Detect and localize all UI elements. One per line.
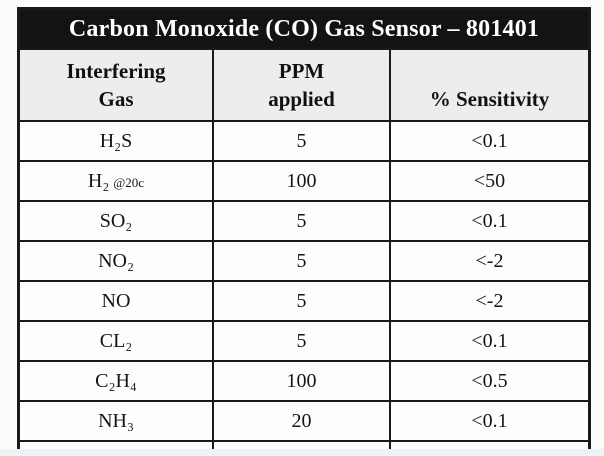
table-row: NH₃ 20 <0.1 (20, 400, 588, 440)
header-sensitivity: % Sensitivity (389, 50, 588, 120)
table-title: Carbon Monoxide (CO) Gas Sensor – 801401 (20, 10, 588, 48)
ppm-cell: 5 (212, 122, 389, 160)
header-ppm-line1: PPM (278, 58, 325, 83)
gas-cell: C₂H₄ (20, 362, 212, 400)
table-row: NO₂ 5 <-2 (20, 240, 588, 280)
sensitivity-cell: <0.1 (389, 322, 588, 360)
gas-name: H₂ (87, 169, 110, 192)
sensitivity-cell: <-2 (389, 282, 588, 320)
sensitivity-cell: <-2 (389, 242, 588, 280)
ppm-cell: 5 (212, 202, 389, 240)
sensitivity-cell: <0.1 (389, 122, 588, 160)
table-header-row: Interfering Gas PPM applied % Sensitivit… (20, 48, 588, 120)
ppm-cell: 5 (212, 242, 389, 280)
gas-cell: H₂ @20c (20, 162, 212, 200)
gas-sensor-table: Carbon Monoxide (CO) Gas Sensor – 801401… (17, 7, 591, 456)
table-row: SO₂ 5 <0.1 (20, 200, 588, 240)
sensitivity-cell: <0.1 (389, 202, 588, 240)
header-interfering-gas: Interfering Gas (20, 50, 212, 120)
header-sensitivity-text: % Sensitivity (429, 86, 550, 111)
gas-cell: CL₂ (20, 322, 212, 360)
table-row: CL₂ 5 <0.1 (20, 320, 588, 360)
bottom-strip (0, 449, 604, 456)
gas-name: C₂H₄ (95, 369, 137, 392)
header-interfering-gas-line2: Gas (98, 87, 134, 111)
gas-cell: SO₂ (20, 202, 212, 240)
ppm-cell: 5 (212, 322, 389, 360)
gas-note: @20c (113, 175, 145, 190)
gas-cell: H₂S (20, 122, 212, 160)
gas-cell: NO₂ (20, 242, 212, 280)
table-row: H₂ @20c 100 <50 (20, 160, 588, 200)
gas-name: SO₂ (99, 209, 133, 232)
ppm-cell: 100 (212, 162, 389, 200)
gas-name: NO (101, 289, 131, 312)
header-interfering-gas-line1: Interfering (66, 58, 166, 83)
table-row: C₂H₄ 100 <0.5 (20, 360, 588, 400)
header-ppm-applied: PPM applied (212, 50, 389, 120)
header-ppm-line2: applied (268, 87, 335, 111)
gas-cell: NH₃ (20, 402, 212, 440)
gas-name: NH₃ (98, 409, 134, 432)
table-row: NO 5 <-2 (20, 280, 588, 320)
gas-name: CL₂ (99, 329, 133, 352)
gas-cell: NO (20, 282, 212, 320)
ppm-cell: 5 (212, 282, 389, 320)
ppm-cell: 100 (212, 362, 389, 400)
table-row: H₂S 5 <0.1 (20, 120, 588, 160)
gas-name: NO₂ (98, 249, 134, 272)
sensitivity-cell: <0.5 (389, 362, 588, 400)
ppm-cell: 20 (212, 402, 389, 440)
table-title-text: Carbon Monoxide (CO) Gas Sensor – 801401 (68, 15, 540, 42)
sensitivity-cell: <0.1 (389, 402, 588, 440)
sensitivity-cell: <50 (389, 162, 588, 200)
gas-name: H₂S (99, 129, 133, 152)
